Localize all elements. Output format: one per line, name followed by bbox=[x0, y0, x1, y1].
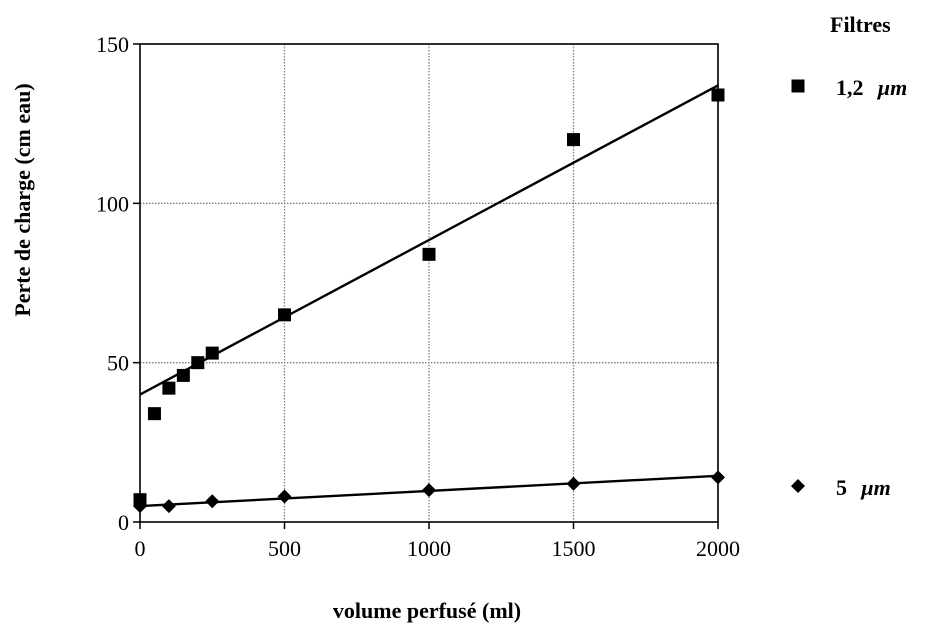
trendline-series-1 bbox=[139, 84, 719, 396]
x-tick-label: 1500 bbox=[552, 536, 596, 561]
x-tick-label: 0 bbox=[135, 536, 146, 561]
data-point-series-2 bbox=[422, 483, 436, 498]
data-point-series-2 bbox=[711, 470, 725, 485]
x-tick-label: 500 bbox=[268, 536, 301, 561]
data-point-series-1 bbox=[422, 247, 436, 261]
y-tick-label: 50 bbox=[107, 351, 129, 376]
legend: 1,2 µm 5 µm bbox=[791, 75, 907, 500]
legend-marker-series-2 bbox=[791, 479, 805, 493]
x-axis-title: volume perfusé (ml) bbox=[333, 598, 521, 623]
x-tick-label: 1000 bbox=[407, 536, 451, 561]
legend-title: Filtres bbox=[830, 12, 891, 37]
labels-layer: volume perfusé (ml) Perte de charge (cm … bbox=[10, 12, 891, 623]
data-point-series-1 bbox=[711, 88, 725, 102]
y-tick-label: 150 bbox=[96, 32, 129, 57]
data-point-series-1 bbox=[176, 368, 190, 382]
data-point-series-1 bbox=[205, 346, 219, 360]
data-point-series-1 bbox=[162, 381, 176, 395]
y-tick-label: 100 bbox=[96, 191, 129, 216]
data-point-series-2 bbox=[161, 499, 176, 514]
trendline-layer bbox=[139, 84, 719, 508]
y-axis-title: Perte de charge (cm eau) bbox=[10, 83, 35, 316]
data-point-series-1 bbox=[147, 407, 161, 421]
data-point-series-1 bbox=[278, 308, 291, 322]
data-point-series-1 bbox=[191, 356, 205, 370]
data-point-series-1 bbox=[567, 133, 580, 147]
legend-marker-series-1 bbox=[791, 79, 805, 93]
data-point-series-2 bbox=[277, 489, 292, 504]
points-layer bbox=[133, 88, 725, 514]
x-tick-label: 2000 bbox=[696, 536, 740, 561]
legend-label-series-1: 1,2 µm bbox=[836, 75, 907, 100]
data-point-series-2 bbox=[205, 494, 220, 509]
data-point-series-2 bbox=[566, 476, 581, 491]
axes-layer: 0 500 1000 1500 2000 0 50 100 150 bbox=[96, 32, 740, 561]
legend-label-series-2: 5 µm bbox=[836, 475, 891, 500]
y-tick-label: 0 bbox=[118, 510, 129, 535]
data-point-series-2 bbox=[133, 499, 147, 514]
grid-layer bbox=[140, 43, 719, 522]
